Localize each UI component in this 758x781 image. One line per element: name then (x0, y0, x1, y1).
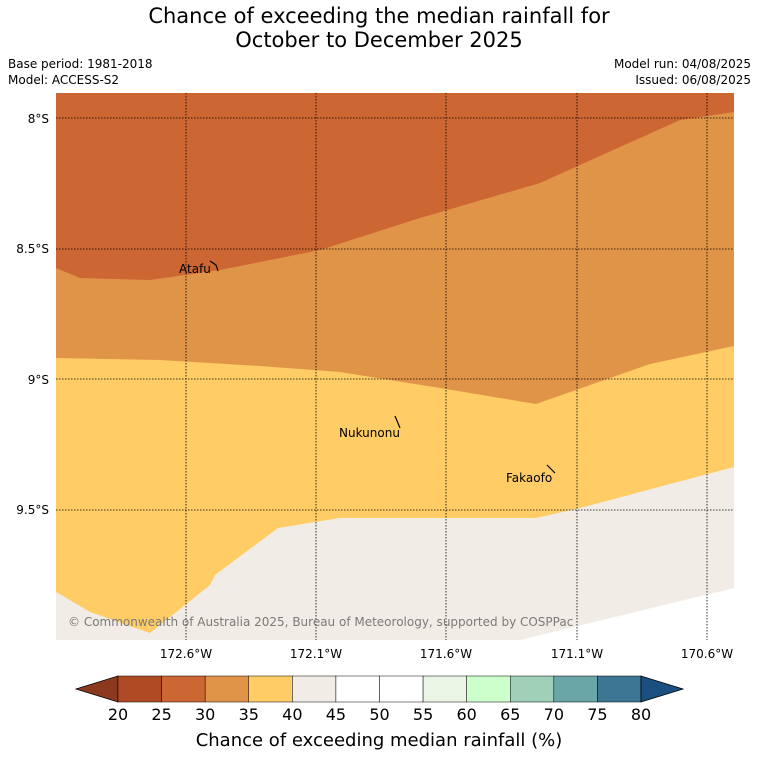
place-label-nukunonu: Nukunonu (339, 426, 400, 440)
gridlines (56, 93, 734, 640)
colorbar-label: Chance of exceeding median rainfall (%) (195, 730, 563, 751)
lat-label: 8°S (28, 112, 49, 126)
colorbar-segment (292, 675, 337, 703)
lon-label: 171.1°W (551, 647, 603, 661)
colorbar-segment (335, 675, 380, 703)
colorbar-under-arrow (74, 675, 119, 703)
colorbar-tick-label: 50 (369, 705, 390, 724)
rainfall-zones (56, 93, 734, 640)
colorbar-tick-label: 25 (151, 705, 172, 724)
colorbar (74, 675, 685, 703)
title-line-1: Chance of exceeding the median rainfall … (148, 4, 610, 28)
colorbar-segment (553, 675, 598, 703)
place-labels: Atafu Nukunonu Fakaofo (179, 262, 552, 485)
colorbar-segment (422, 675, 467, 703)
lon-label: 172.1°W (290, 647, 342, 661)
meta-left: Base period: 1981-2018 Model: ACCESS-S2 (8, 56, 153, 88)
colorbar-tick-label: 30 (194, 705, 216, 724)
lat-label: 9.5°S (16, 503, 49, 517)
title-line-2: October to December 2025 (235, 28, 523, 52)
model-run: Model run: 04/08/2025 (613, 57, 751, 71)
white-outside-area (520, 588, 734, 640)
colorbar-segment (466, 675, 511, 703)
colorbar-tick-label: 45 (325, 705, 347, 724)
fakaofo-atoll (546, 464, 556, 474)
colorbar-over-arrow (640, 675, 685, 703)
lon-label: 172.6°W (160, 647, 212, 661)
colorbar-segment (161, 675, 206, 703)
lon-label: 170.6°W (681, 647, 733, 661)
model-name: Model: ACCESS-S2 (8, 73, 120, 87)
lon-labels: 172.6°W 172.1°W 171.6°W 171.1°W 170.6°W (160, 647, 733, 661)
zone-40-45 (56, 467, 734, 640)
place-label-fakaofo: Fakaofo (506, 471, 552, 485)
atoll-outlines (209, 260, 556, 474)
issued-date: Issued: 06/08/2025 (635, 73, 751, 87)
colorbar-tick-label: 55 (412, 705, 434, 724)
colorbar-tick-label: 40 (282, 705, 303, 724)
lat-label: 8.5°S (16, 242, 49, 256)
lat-labels: 8°S 8.5°S 9°S 9.5°S (16, 112, 49, 517)
colorbar-tick-label: 65 (500, 705, 521, 724)
lat-label: 9°S (28, 373, 49, 387)
colorbar-segment (204, 675, 250, 703)
colorbar-segment (379, 675, 424, 703)
colorbar-segment (117, 675, 162, 703)
base-period: Base period: 1981-2018 (8, 57, 153, 71)
map-title: Chance of exceeding the median rainfall … (0, 4, 758, 52)
colorbar-segment (248, 675, 293, 703)
colorbar-segment (597, 675, 642, 703)
copyright-text: © Commonwealth of Australia 2025, Bureau… (68, 615, 573, 629)
lon-label: 171.6°W (420, 647, 472, 661)
colorbar-tick-label: 60 (456, 705, 477, 724)
nukunonu-atoll (394, 415, 401, 429)
colorbar-tick-label: 80 (630, 705, 652, 724)
colorbar-tick-label: 20 (107, 705, 129, 724)
colorbar-tick-label: 75 (587, 705, 608, 724)
place-label-atafu: Atafu (179, 262, 211, 276)
atafu-atoll (209, 260, 219, 272)
colorbar-segment (510, 675, 555, 703)
colorbar-tick-label: 35 (238, 705, 259, 724)
colorbar-tick-label: 70 (543, 705, 564, 724)
meta-right: Model run: 04/08/2025 Issued: 06/08/2025 (614, 56, 751, 88)
